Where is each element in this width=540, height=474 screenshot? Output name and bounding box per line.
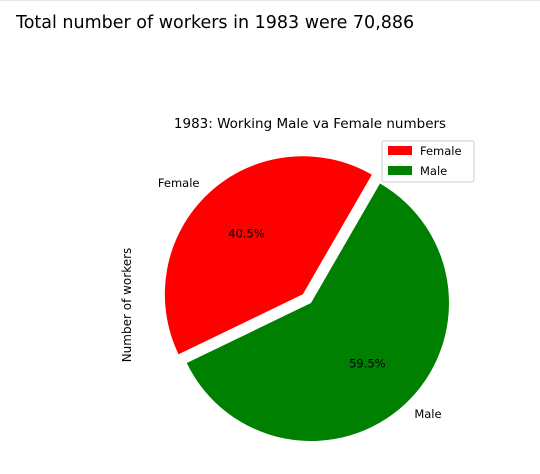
- y-axis-label: Number of workers: [120, 248, 134, 363]
- legend-swatch-female: [388, 146, 412, 155]
- pie-pct-label-male: 59.5%: [349, 357, 386, 371]
- pie-slices: 40.5% Female 59.5% Male: [158, 156, 450, 442]
- pie-slice-male: [186, 183, 450, 442]
- legend: Female Male: [381, 140, 475, 183]
- chart-title: 1983: Working Male va Female numbers: [174, 116, 446, 132]
- pie-pct-label-female: 40.5%: [228, 227, 265, 241]
- legend-swatch-male: [388, 166, 412, 175]
- pie-slice-female: [164, 156, 372, 355]
- output-heading: Total number of workers in 1983 were 70,…: [16, 13, 415, 33]
- legend-label-female: Female: [420, 144, 462, 158]
- legend-label-male: Male: [420, 164, 447, 178]
- top-divider: [0, 0, 540, 1]
- pie-category-label-female: Female: [158, 176, 200, 190]
- pie-category-label-male: Male: [414, 407, 441, 421]
